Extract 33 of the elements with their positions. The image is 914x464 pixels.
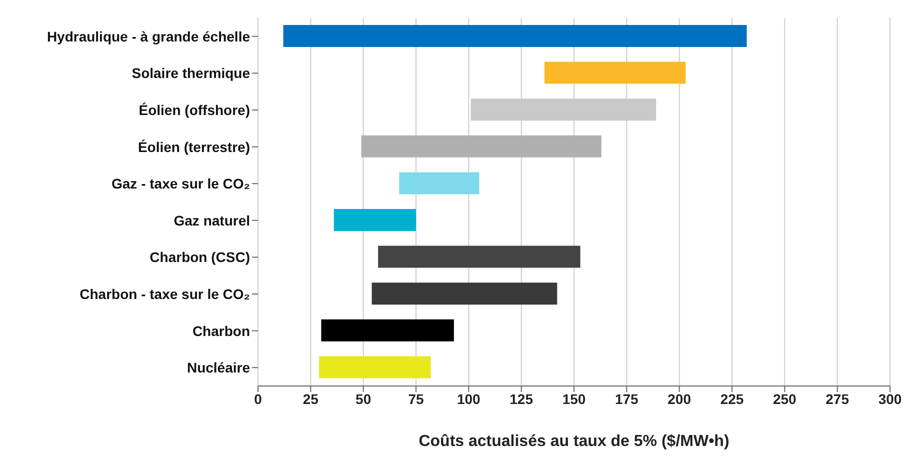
x-tick-label: 0 — [254, 390, 262, 407]
y-tick-label: Nucléaire — [186, 360, 250, 376]
y-tick-label: Éolien (offshore) — [138, 102, 250, 118]
x-axis-title: Coûts actualisés au taux de 5% ($/MW•h) — [418, 433, 730, 450]
bar — [399, 172, 480, 194]
x-tick-label: 250 — [772, 390, 797, 407]
x-tick-label: 150 — [562, 390, 586, 407]
x-tick-label: 275 — [826, 390, 850, 407]
y-tick-label: Solaire thermique — [132, 65, 250, 82]
y-tick-label: Gaz naturel — [174, 212, 250, 228]
bar — [361, 135, 602, 158]
bar — [334, 209, 416, 231]
y-tick-label: Charbon (CSC) — [150, 249, 250, 266]
y-tick-label: Charbon — [192, 322, 250, 339]
y-tick-label: Charbon - taxe sur le CO₂ — [80, 286, 250, 302]
y-tick-label: Hydraulique - à grande échelle — [46, 28, 250, 44]
bar — [319, 356, 431, 378]
bar — [321, 319, 454, 342]
bar — [378, 246, 580, 268]
bar — [544, 62, 686, 84]
x-tick-label: 200 — [668, 390, 692, 407]
x-tick-label: 125 — [510, 390, 534, 407]
x-tick-label: 100 — [456, 390, 481, 407]
x-tick-label: 300 — [878, 390, 902, 407]
bar — [283, 25, 747, 47]
x-tick-label: 175 — [614, 390, 639, 407]
bar — [372, 282, 558, 305]
x-tick-label: 75 — [408, 390, 424, 407]
x-tick-label: 25 — [302, 390, 319, 407]
x-tick-label: 50 — [356, 390, 372, 407]
y-tick-label: Gaz - taxe sur le CO₂ — [112, 176, 250, 192]
y-tick-label: Éolien (terrestre) — [138, 138, 250, 155]
x-tick-label: 225 — [720, 390, 744, 407]
